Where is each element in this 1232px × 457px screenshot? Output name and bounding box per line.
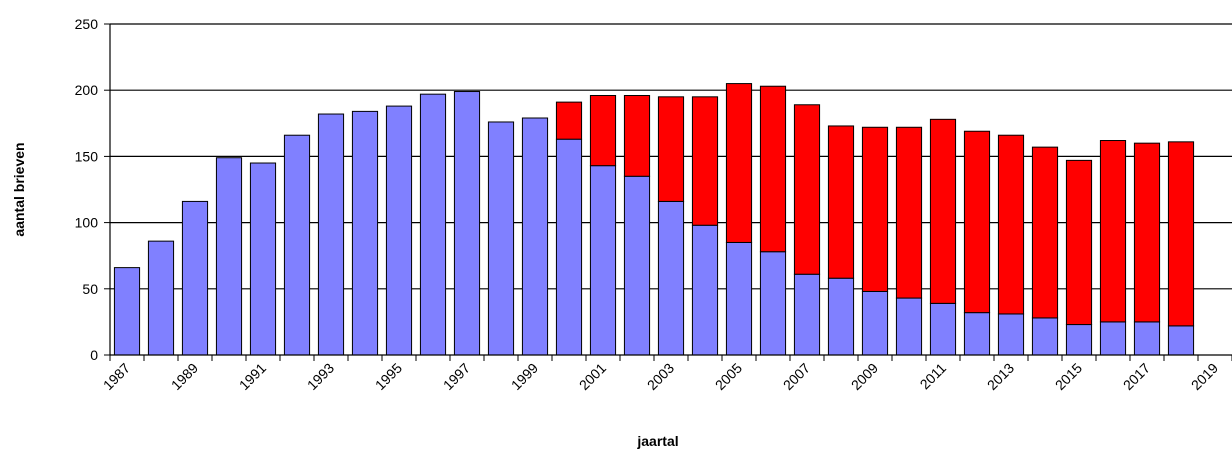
x-tick-label-2001: 2001 xyxy=(576,360,609,393)
bar-2017-segment-1 xyxy=(1133,321,1161,356)
x-tick-labels: 1987 1989 1991 1993 1995 1997 1999 2001 2003 2005… xyxy=(100,355,1232,393)
bar-2004-segment-1 xyxy=(691,224,719,356)
bars xyxy=(113,83,1195,356)
bar-2011-segment-2 xyxy=(929,118,957,304)
bar-2002-segment-2 xyxy=(623,94,651,177)
y-tick-label-150: 150 xyxy=(75,148,99,164)
bar-1990-segment-1 xyxy=(215,157,243,356)
bar-2000-segment-2 xyxy=(555,101,583,140)
x-tick-label-2015: 2015 xyxy=(1052,360,1085,393)
bar-1997-segment-1 xyxy=(453,91,481,356)
y-axis-title: aantal brieven xyxy=(11,142,27,236)
bar-2013-segment-2 xyxy=(997,134,1025,315)
bar-2003-segment-1 xyxy=(657,200,685,356)
bar-1993-segment-1 xyxy=(317,113,345,356)
y-tick-label-0: 0 xyxy=(90,347,98,363)
x-axis-title: jaartal xyxy=(636,433,678,449)
bar-2006-segment-2 xyxy=(759,85,787,253)
x-tick-label-2005: 2005 xyxy=(712,360,745,393)
bar-1988-segment-1 xyxy=(147,240,175,356)
x-tick-label-2013: 2013 xyxy=(984,360,1017,393)
bar-2008-segment-2 xyxy=(827,125,855,279)
bar-2014-segment-1 xyxy=(1031,317,1059,356)
bar-2005-segment-1 xyxy=(725,241,753,356)
bar-1987-segment-1 xyxy=(113,267,141,356)
bar-2016-segment-1 xyxy=(1099,321,1127,356)
x-tick-label-1993: 1993 xyxy=(304,360,337,393)
bar-2016-segment-2 xyxy=(1099,140,1127,323)
x-tick-label-1987: 1987 xyxy=(100,360,133,393)
bar-1999-segment-1 xyxy=(521,117,549,356)
bar-1994-segment-1 xyxy=(351,110,379,356)
bar-2008-segment-1 xyxy=(827,277,855,356)
bar-2011-segment-1 xyxy=(929,302,957,356)
y-tick-label-100: 100 xyxy=(75,215,99,231)
bar-1989-segment-1 xyxy=(181,200,209,356)
x-tick-label-1997: 1997 xyxy=(440,360,473,393)
bar-2009-segment-1 xyxy=(861,290,889,356)
bar-2002-segment-1 xyxy=(623,175,651,356)
bar-2012-segment-2 xyxy=(963,130,991,314)
x-tick-label-2007: 2007 xyxy=(780,360,813,393)
axes xyxy=(109,24,1232,356)
y-tick-label-250: 250 xyxy=(75,16,99,32)
bar-2018-segment-2 xyxy=(1167,141,1195,327)
x-tick-label-2017: 2017 xyxy=(1120,360,1153,393)
bar-2017-segment-2 xyxy=(1133,142,1161,323)
bar-2010-segment-2 xyxy=(895,126,923,299)
bar-2007-segment-2 xyxy=(793,104,821,275)
bar-1996-segment-1 xyxy=(419,93,447,356)
bar-2009-segment-2 xyxy=(861,126,889,292)
bar-2005-segment-2 xyxy=(725,83,753,243)
x-tick-label-2019: 2019 xyxy=(1188,360,1221,393)
x-tick-label-1989: 1989 xyxy=(168,360,201,393)
bar-2000-segment-1 xyxy=(555,138,583,356)
x-tick-label-2011: 2011 xyxy=(917,360,950,393)
y-tick-labels: 0 50 100 150 200 250 xyxy=(75,16,110,363)
bar-1995-segment-1 xyxy=(385,105,413,356)
bar-2006-segment-1 xyxy=(759,251,787,356)
y-tick-label-50: 50 xyxy=(82,281,98,297)
bar-2007-segment-1 xyxy=(793,273,821,356)
bar-2012-segment-1 xyxy=(963,312,991,356)
bar-2001-segment-2 xyxy=(589,94,617,167)
bar-2010-segment-1 xyxy=(895,297,923,356)
x-tick-label-2009: 2009 xyxy=(848,360,881,393)
bar-2018-segment-1 xyxy=(1167,325,1195,356)
bar-2015-segment-1 xyxy=(1065,324,1093,356)
x-tick-label-1999: 1999 xyxy=(508,360,541,393)
x-tick-label-1991: 1991 xyxy=(236,360,269,393)
bar-1992-segment-1 xyxy=(283,134,311,356)
bar-2003-segment-2 xyxy=(657,96,685,202)
x-tick-label-2003: 2003 xyxy=(644,360,677,393)
bar-2004-segment-2 xyxy=(691,96,719,226)
y-tick-label-200: 200 xyxy=(75,82,99,98)
bar-2014-segment-2 xyxy=(1031,146,1059,319)
bar-2013-segment-1 xyxy=(997,313,1025,356)
bar-1991-segment-1 xyxy=(249,162,277,356)
bar-2001-segment-1 xyxy=(589,165,617,356)
x-tick-label-1995: 1995 xyxy=(372,360,405,393)
bar-2015-segment-2 xyxy=(1065,159,1093,326)
bar-1998-segment-1 xyxy=(487,121,515,356)
